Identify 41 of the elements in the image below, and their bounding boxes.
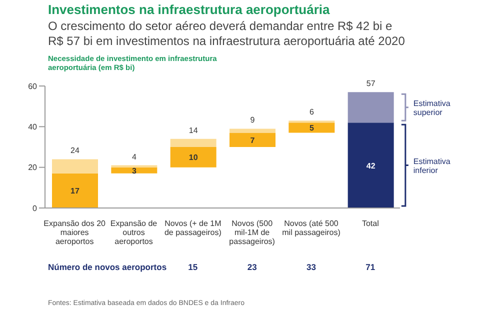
x-tick-label: Novos (500 mil-1M de passageiros): [229, 219, 276, 246]
total-label: 6: [309, 108, 314, 117]
bar: [230, 132, 276, 147]
text: 71: [364, 262, 376, 272]
y-tick-label: 60: [28, 82, 38, 91]
bar: [348, 92, 394, 123]
data-label: 7: [250, 136, 256, 145]
total-label: 9: [250, 116, 256, 125]
chart-subtitle: O crescimento do setor aéreo deverá demandar entre R$ 42 bi e R$ 57 bi em investimentos na infraestrutura aeroportuária até 2020: [48, 19, 406, 49]
bar: [111, 167, 158, 174]
text: Número de novos aeroportos: [48, 262, 167, 272]
bar: [52, 159, 98, 174]
text: 23: [246, 262, 258, 272]
y-tick-label: 40: [28, 122, 38, 132]
data-label: 10: [188, 153, 198, 162]
data-label: 3: [132, 166, 137, 176]
total-label: 4: [132, 152, 137, 162]
bar: [170, 138, 216, 147]
total-label: 57: [366, 79, 376, 88]
y-tick-label: 0: [32, 204, 38, 213]
bar: [348, 122, 394, 208]
bar: [170, 147, 216, 168]
x-tick-label: Expansão de outros aeroportos: [110, 219, 158, 246]
bar: [288, 122, 335, 133]
text: 15: [187, 262, 199, 272]
x-tick-label: Novos (+ de 1M de passageiros): [164, 219, 222, 237]
text: 33: [306, 262, 317, 272]
legend-label: Estimativa superior: [413, 98, 451, 117]
total-label: 24: [70, 146, 80, 156]
y-tick-label: 20: [28, 163, 38, 172]
data-label: 42: [366, 161, 376, 170]
bar: [230, 128, 276, 133]
total-label: 14: [188, 126, 198, 135]
chart-title: Investimentos na infraestrutura aeroportuária: [48, 2, 330, 17]
legend-label: Estimativa inferior: [413, 156, 451, 175]
x-tick-label: Total: [362, 219, 380, 228]
data-label: 17: [70, 186, 80, 196]
data-label: 5: [309, 124, 314, 133]
bar: [52, 173, 98, 208]
x-tick-label: Novos (até 500 mil passageiros): [282, 219, 341, 237]
x-tick-label: Expansão dos 20 maiores aeroportos: [44, 219, 106, 246]
